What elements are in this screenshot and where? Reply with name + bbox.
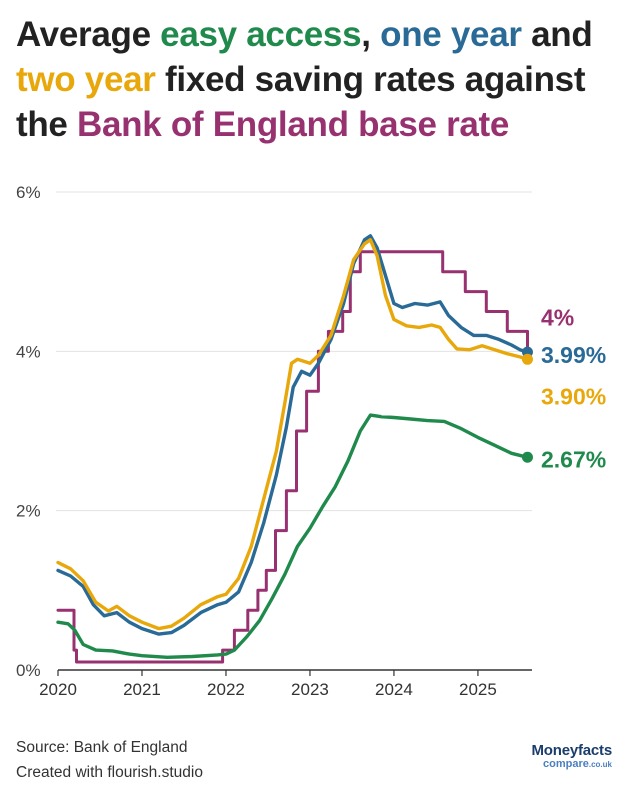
title-easy-access: easy access <box>160 15 362 54</box>
y-tick-label: 2% <box>16 502 41 521</box>
footer: Source: Bank of England Created with flo… <box>16 735 203 785</box>
x-tick-label: 2023 <box>291 680 329 699</box>
y-tick-label: 4% <box>16 342 41 361</box>
logo-suffix: .co.uk <box>588 760 612 769</box>
title-text: and <box>521 15 593 54</box>
easy_access-line <box>56 413 530 659</box>
created-with-link[interactable]: Created with flourish.studio <box>16 764 203 781</box>
y-tick-label: 6% <box>16 183 41 202</box>
title-two-year: two year <box>16 60 156 99</box>
title-text: the <box>16 105 78 144</box>
x-tick-label: 2024 <box>375 680 413 699</box>
two_year-line <box>56 238 530 631</box>
line-chart: 0% 2% 4% 6% 2020 2021 2022 2023 2024 2025 4% 3.99% 3… <box>16 183 606 699</box>
title-base-rate: Bank of England base rate <box>77 105 510 144</box>
title-one-year: one year <box>380 15 522 54</box>
x-tick-label: 2021 <box>123 680 161 699</box>
logo-bottom-text: compare.co.uk <box>531 759 612 770</box>
base_rate-end-label: 4% <box>541 304 574 330</box>
two_year-end-marker <box>521 353 533 365</box>
two_year-end-label: 3.90% <box>541 383 606 409</box>
easy_access-end-marker <box>521 451 533 463</box>
x-tick-label: 2025 <box>459 680 497 699</box>
title-text: fixed saving rates against <box>155 60 586 99</box>
base_rate-line <box>56 250 530 664</box>
one_year-line <box>56 234 530 636</box>
x-tick-label: 2020 <box>39 680 77 699</box>
x-tick-label: 2022 <box>207 680 245 699</box>
moneyfacts-logo[interactable]: Moneyfacts compare.co.uk <box>531 743 612 770</box>
source-text: Source: Bank of England <box>16 739 188 756</box>
easy_access-end-label: 2.67% <box>541 446 606 472</box>
logo-top-text: Moneyfacts <box>531 742 612 759</box>
chart-title: Average easy access, one year and two yea… <box>16 12 616 147</box>
title-text: , <box>361 15 381 54</box>
y-tick-label: 0% <box>16 661 41 680</box>
one_year-end-label: 3.99% <box>541 342 606 368</box>
logo-compare: compare <box>543 758 589 770</box>
title-text: Average <box>16 15 161 54</box>
